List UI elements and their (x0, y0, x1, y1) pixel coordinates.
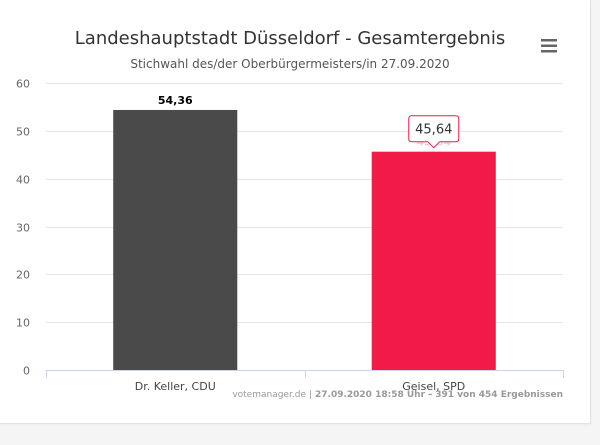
y-tick-label: 10 (16, 317, 30, 330)
y-tick-label: 60 (16, 78, 30, 91)
x-tick-label: Dr. Keller, CDU (135, 380, 216, 393)
tooltip: 45,64 (408, 115, 460, 149)
credits[interactable]: votemanager.de | 27.09.2020 18:58 Uhr – 39… (0, 390, 563, 400)
y-tick-label: 0 (23, 365, 30, 378)
chart-card: Landeshauptstadt Düsseldorf - Gesamterge… (0, 0, 591, 424)
bar-chart: 0 10 20 30 40 50 60 Dr. Keller, CDU 54,36 Geisel,… (16, 78, 564, 393)
x-tick-label: Geisel, SPD (402, 380, 465, 393)
tooltip-box (408, 115, 460, 149)
credits-dash: – (427, 390, 433, 400)
y-tick-label: 50 (16, 126, 30, 139)
y-tick-label: 40 (16, 174, 30, 187)
chart-menu-button[interactable] (536, 36, 564, 56)
y-tick-label: 30 (16, 222, 30, 235)
chart-subtitle: Stichwahl des/der Oberbürgermeisters/in … (130, 57, 450, 71)
hamburger-menu-icon (541, 39, 557, 53)
tooltip-text: 45,64 (415, 123, 452, 138)
y-tick-label: 20 (16, 269, 30, 282)
credits-count: 391 von 454 Ergebnissen (435, 390, 563, 400)
bar[interactable] (113, 109, 238, 370)
credits-timestamp: 27.09.2020 18:58 Uhr (315, 390, 426, 400)
data-label: 54,36 (158, 94, 193, 107)
credits-site[interactable]: votemanager.de (232, 390, 306, 400)
credits-separator: | (308, 390, 312, 400)
chart-title: Landeshauptstadt Düsseldorf - Gesamterge… (74, 28, 506, 49)
bar[interactable] (371, 151, 496, 370)
